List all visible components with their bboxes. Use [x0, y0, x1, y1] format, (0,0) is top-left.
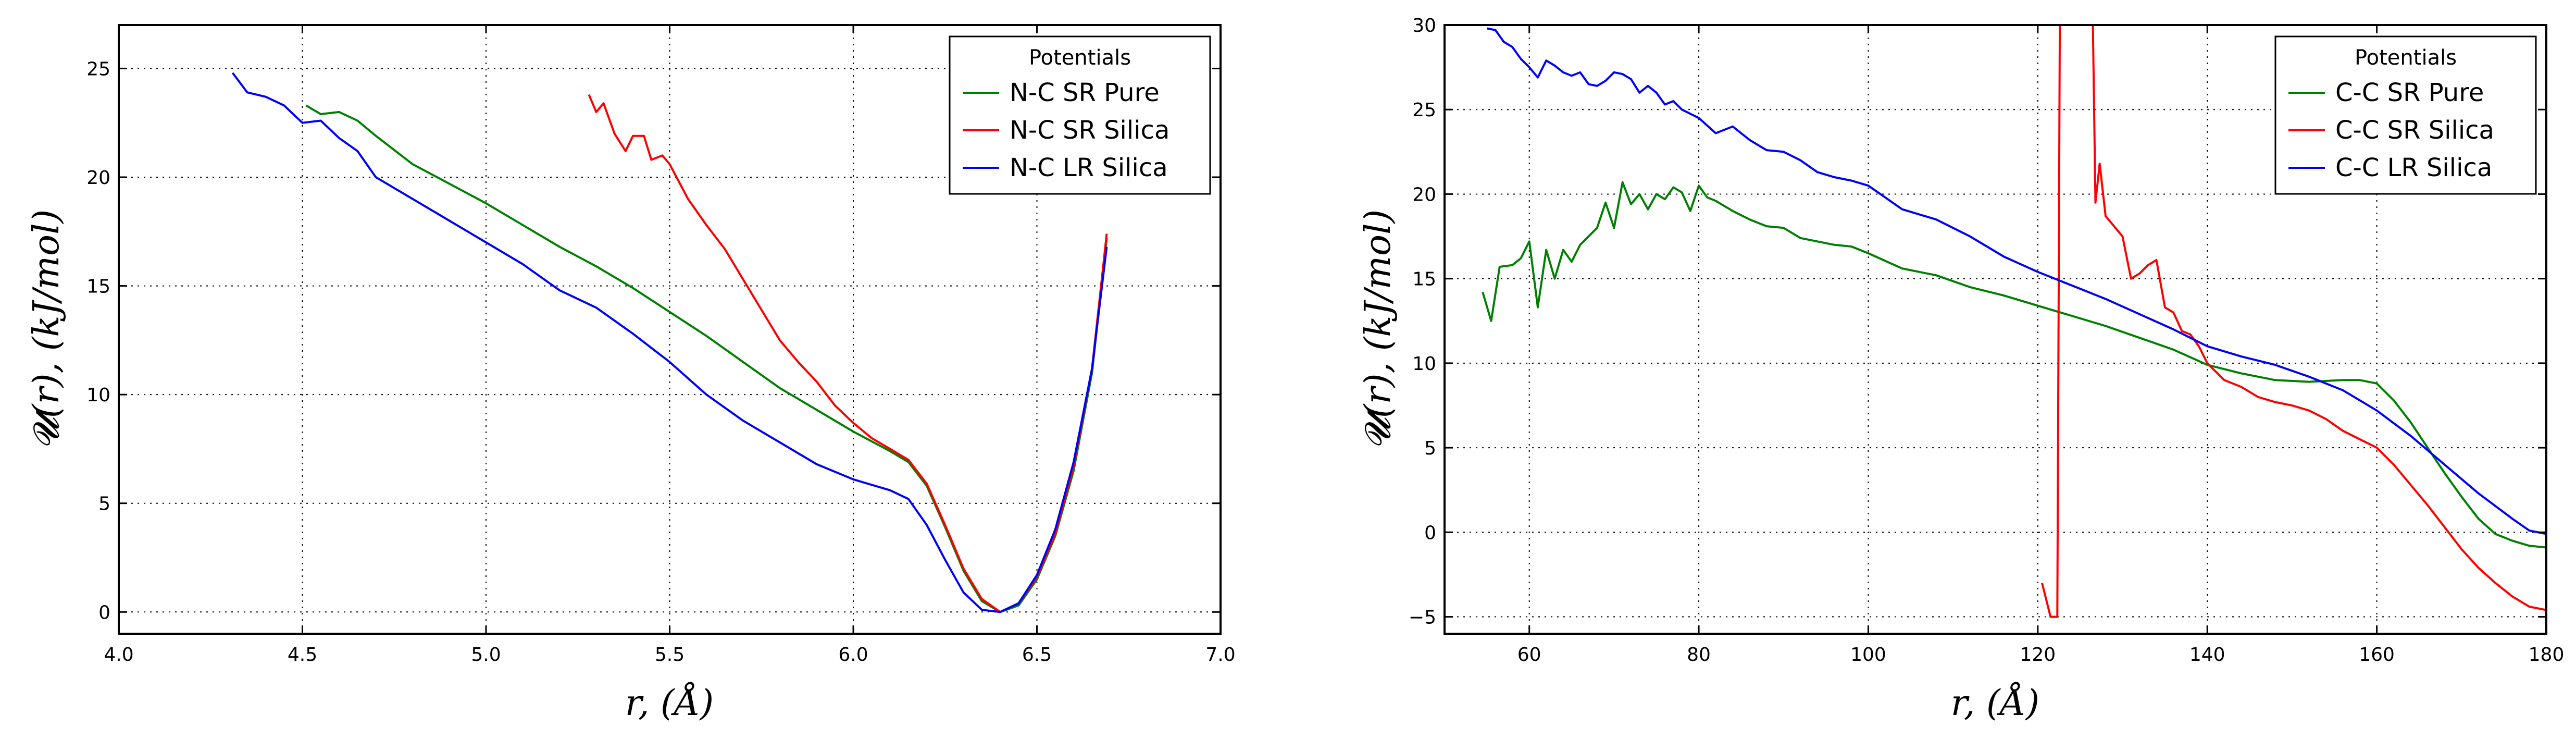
- ticks-left: [118, 25, 1222, 634]
- x-tick-label: 4.5: [288, 644, 317, 666]
- y-tick-label: 0: [1424, 522, 1436, 544]
- y-tick-label: 0: [98, 602, 110, 623]
- legend-entry-right-1: C-C SR Silica: [2335, 116, 2494, 145]
- y-axis-label-left: 𝓤(r), (kJ/mol): [26, 210, 67, 450]
- legend-entry-right-0: C-C SR Pure: [2335, 78, 2484, 107]
- y-tick-label: 20: [86, 167, 110, 189]
- tick-labels-left: 4.0 4.5 5.0 5.5 6.0 6.5 7.0 0 5 10 15 20 25: [86, 58, 1235, 666]
- x-tick-label: 100: [1850, 644, 1886, 666]
- series-line-right-c-c-sr-pure: [1482, 181, 2546, 549]
- legend-entry-right-2: C-C LR Silica: [2335, 153, 2492, 182]
- plot-frame-right: [1443, 24, 2547, 635]
- y-axis-label-right: 𝓤(r), (kJ/mol): [1358, 210, 1399, 450]
- y-tick-label: 15: [1412, 269, 1436, 290]
- x-tick-label: 120: [2020, 644, 2056, 666]
- y-tick-label: 5: [1424, 438, 1436, 459]
- series-lines-right: [1482, 25, 2546, 618]
- series-line-right-c-c-sr-silica: [2041, 25, 2546, 618]
- x-tick-label: 140: [2189, 644, 2225, 666]
- x-tick-label: 80: [1687, 644, 1711, 666]
- y-tick-label: 25: [1412, 100, 1436, 121]
- y-tick-label: 20: [1412, 184, 1436, 205]
- tick-labels-right: 60 80 100 120 140 160 180 −5 0 5 10 15 20 25 30: [1409, 15, 2564, 666]
- series-line-left-n-c-sr-pure: [305, 104, 1108, 613]
- y-tick-label: 30: [1412, 15, 1436, 36]
- legend-entry-left-0: N-C SR Pure: [1010, 78, 1160, 107]
- x-tick-label: 4.0: [104, 644, 133, 666]
- x-axis-label-right: r, (Å): [1951, 682, 2039, 724]
- ticks-right: [1445, 24, 2547, 634]
- legend-entry-left-2: N-C LR Silica: [1010, 153, 1168, 182]
- x-tick-label: 6.5: [1022, 644, 1052, 666]
- chart-left: 4.0 4.5 5.0 5.5 6.0 6.5 7.0 0 5 10 15 20 25 r, (Å) 𝓤…: [26, 24, 1236, 724]
- y-tick-label: 5: [98, 494, 110, 515]
- series-line-left-n-c-lr-silica: [231, 72, 1108, 613]
- y-tick-label: 15: [86, 276, 110, 298]
- x-tick-label: 180: [2529, 644, 2565, 666]
- legend-left: Potentials N-C SR Pure N-C SR Silica N-C…: [949, 35, 1211, 195]
- legend-title-right: Potentials: [2355, 46, 2457, 70]
- legend-entry-left-1: N-C SR Silica: [1010, 116, 1169, 145]
- y-tick-label: 10: [1412, 353, 1436, 375]
- series-lines-left: [231, 72, 1108, 613]
- x-tick-label: 7.0: [1205, 644, 1235, 666]
- x-tick-label: 60: [1517, 644, 1541, 666]
- y-tick-label: −5: [1409, 607, 1436, 629]
- legend-right: Potentials C-C SR Pure C-C SR Silica C-C…: [2274, 35, 2537, 195]
- y-tick-label: 10: [86, 385, 110, 406]
- legend-title-left: Potentials: [1029, 46, 1131, 70]
- series-line-right-c-c-lr-silica: [1486, 27, 2546, 535]
- chart-right: 60 80 100 120 140 160 180 −5 0 5 10 15 20 25 30 r, (Å)…: [1358, 15, 2564, 724]
- x-axis-label-left: r, (Å): [625, 682, 714, 724]
- x-tick-label: 5.5: [655, 644, 685, 666]
- x-tick-label: 160: [2359, 644, 2395, 666]
- y-tick-label: 25: [86, 58, 110, 80]
- x-tick-label: 6.0: [838, 644, 868, 666]
- x-tick-label: 5.0: [471, 644, 501, 666]
